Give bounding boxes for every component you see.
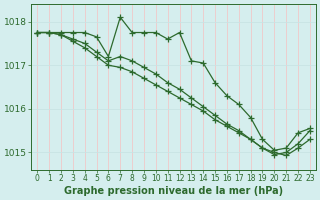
- X-axis label: Graphe pression niveau de la mer (hPa): Graphe pression niveau de la mer (hPa): [64, 186, 283, 196]
